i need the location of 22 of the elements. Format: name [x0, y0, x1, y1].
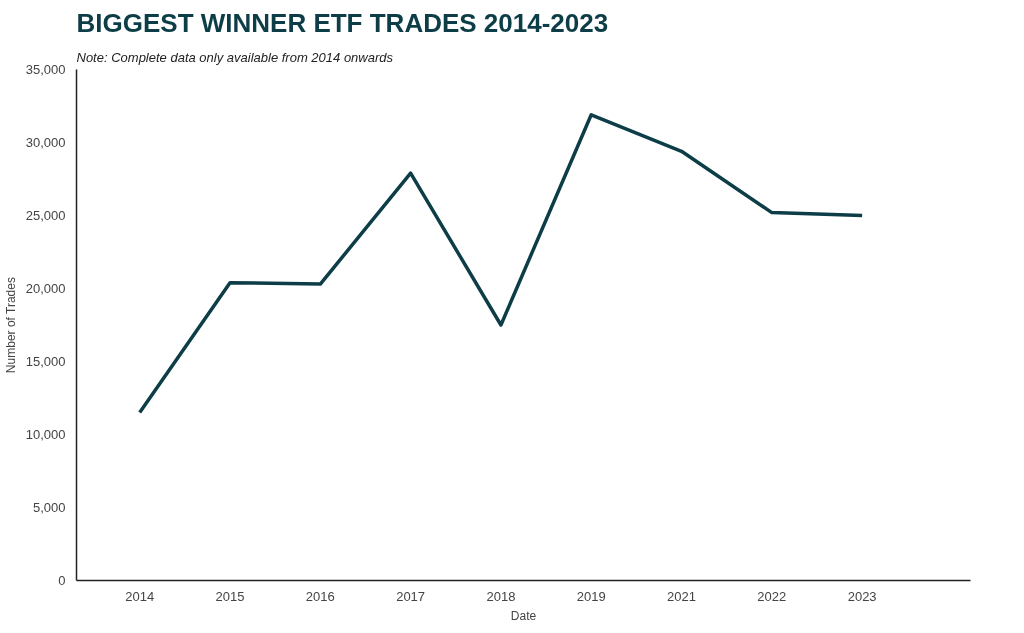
x-tick-label: 2015 — [215, 588, 245, 604]
chart-title: BIGGEST WINNER ETF TRADES 2014-2023 — [76, 7, 609, 38]
y-tick-label: 5,000 — [32, 500, 66, 515]
x-tick-label: 2017 — [396, 588, 426, 604]
line-series — [137, 113, 864, 415]
y-tick-label: 20,000 — [25, 281, 66, 296]
y-tick-label: 35,000 — [25, 62, 66, 77]
y-axis-title: Number of Trades — [3, 277, 18, 374]
y-tick-label: 15,000 — [25, 354, 66, 369]
x-tick-label: 2019 — [576, 588, 606, 604]
chart-subtitle: Note: Complete data only available from 2014 onwards — [76, 49, 394, 65]
x-tick-label: 2023 — [847, 588, 877, 604]
x-tick-label: 2014 — [125, 588, 155, 604]
y-tick-label: 10,000 — [25, 427, 66, 442]
x-tick-label: 2022 — [757, 588, 787, 604]
y-tick-label: 30,000 — [25, 135, 66, 150]
x-tick-label: 2016 — [305, 588, 335, 604]
y-tick-label: 0 — [58, 573, 66, 588]
y-tick-label: 25,000 — [25, 208, 66, 223]
x-tick-label: 2021 — [667, 588, 696, 604]
x-axis-title: Date — [510, 608, 537, 623]
x-tick-label: 2018 — [486, 588, 516, 604]
